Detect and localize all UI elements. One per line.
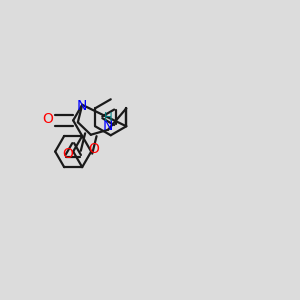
Text: N: N: [77, 99, 87, 113]
Text: O: O: [62, 147, 73, 161]
Text: O: O: [88, 142, 99, 156]
Text: N: N: [103, 119, 113, 133]
Text: O: O: [43, 112, 53, 126]
Text: H: H: [104, 112, 112, 124]
